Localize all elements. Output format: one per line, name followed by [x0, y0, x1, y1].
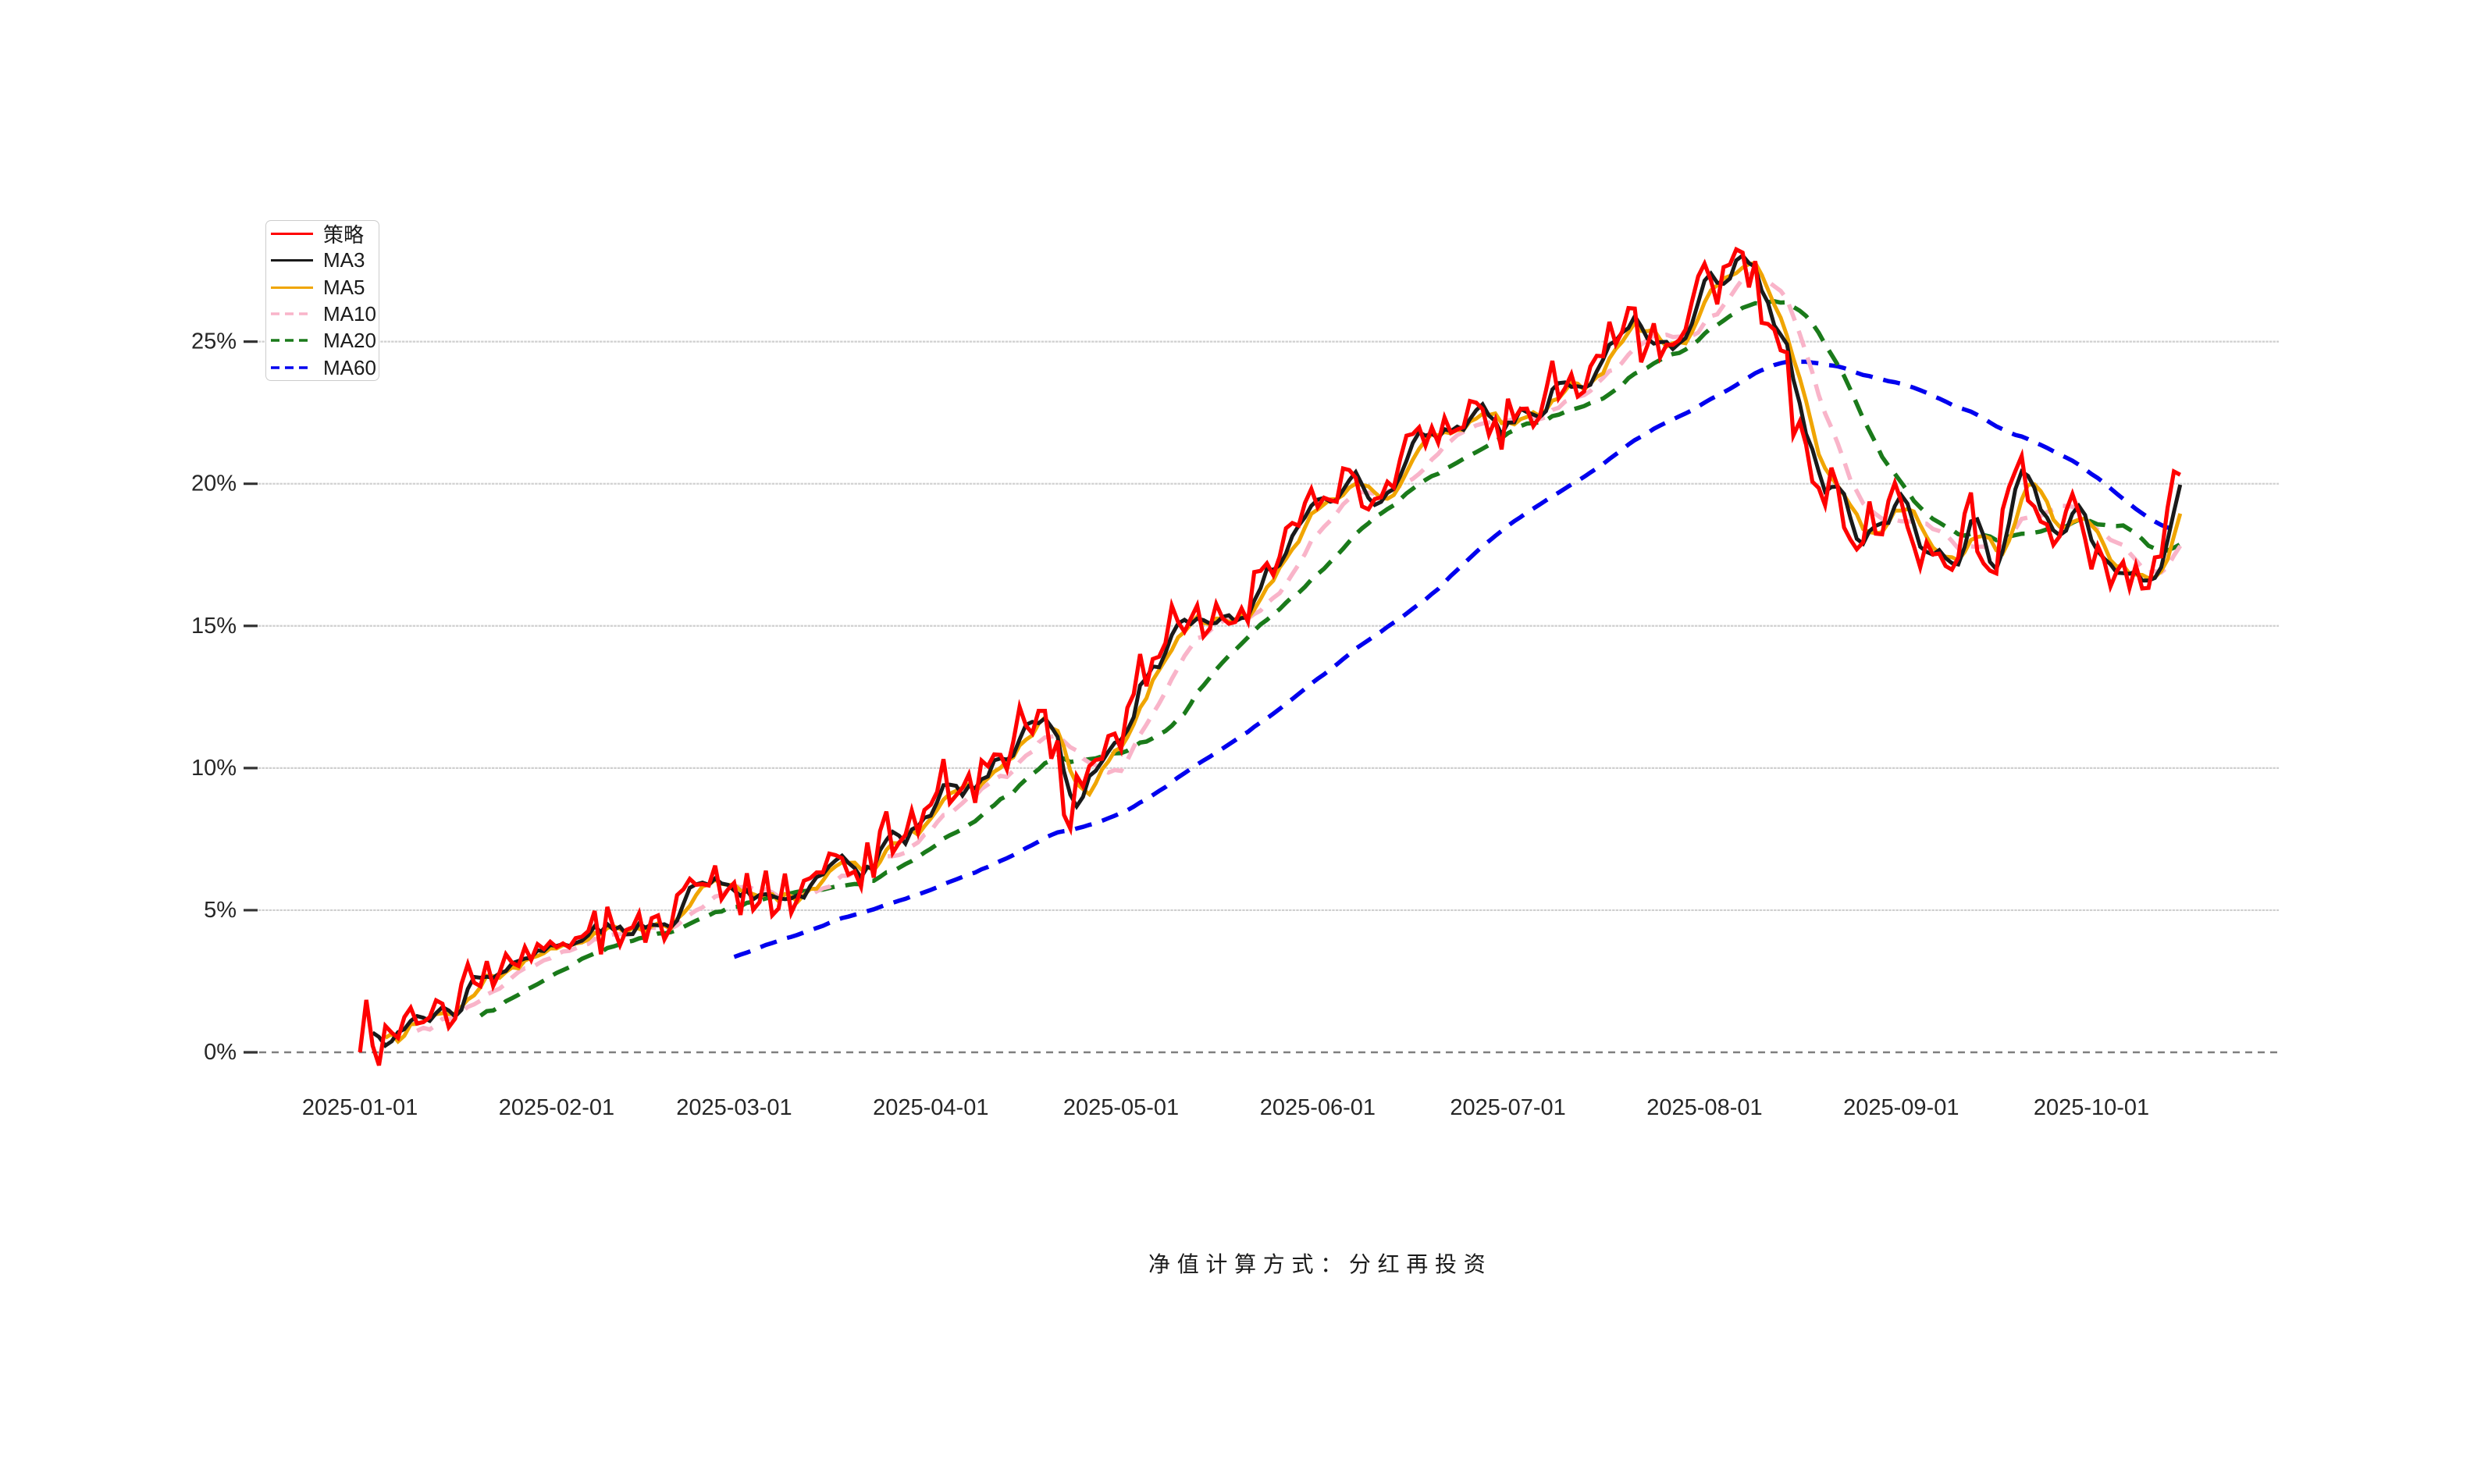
svg-text:2025-10-01: 2025-10-01	[2034, 1095, 2149, 1120]
svg-text:25%: 25%	[191, 329, 237, 354]
svg-text:2025-04-01: 2025-04-01	[873, 1095, 988, 1120]
svg-text:15%: 15%	[191, 614, 237, 639]
svg-text:2025-03-01: 2025-03-01	[676, 1095, 792, 1120]
svg-text:2025-07-01: 2025-07-01	[1450, 1095, 1565, 1120]
svg-text:0%: 0%	[204, 1040, 237, 1065]
svg-text:20%: 20%	[191, 472, 237, 496]
svg-text:2025-06-01: 2025-06-01	[1260, 1095, 1376, 1120]
svg-text:2025-08-01: 2025-08-01	[1646, 1095, 1762, 1120]
svg-text:5%: 5%	[204, 898, 237, 923]
svg-text:2025-05-01: 2025-05-01	[1063, 1095, 1179, 1120]
svg-text:2025-02-01: 2025-02-01	[499, 1095, 614, 1120]
svg-text:2025-09-01: 2025-09-01	[1843, 1095, 1959, 1120]
svg-text:2025-01-01: 2025-01-01	[302, 1095, 418, 1120]
svg-text:10%: 10%	[191, 756, 237, 781]
